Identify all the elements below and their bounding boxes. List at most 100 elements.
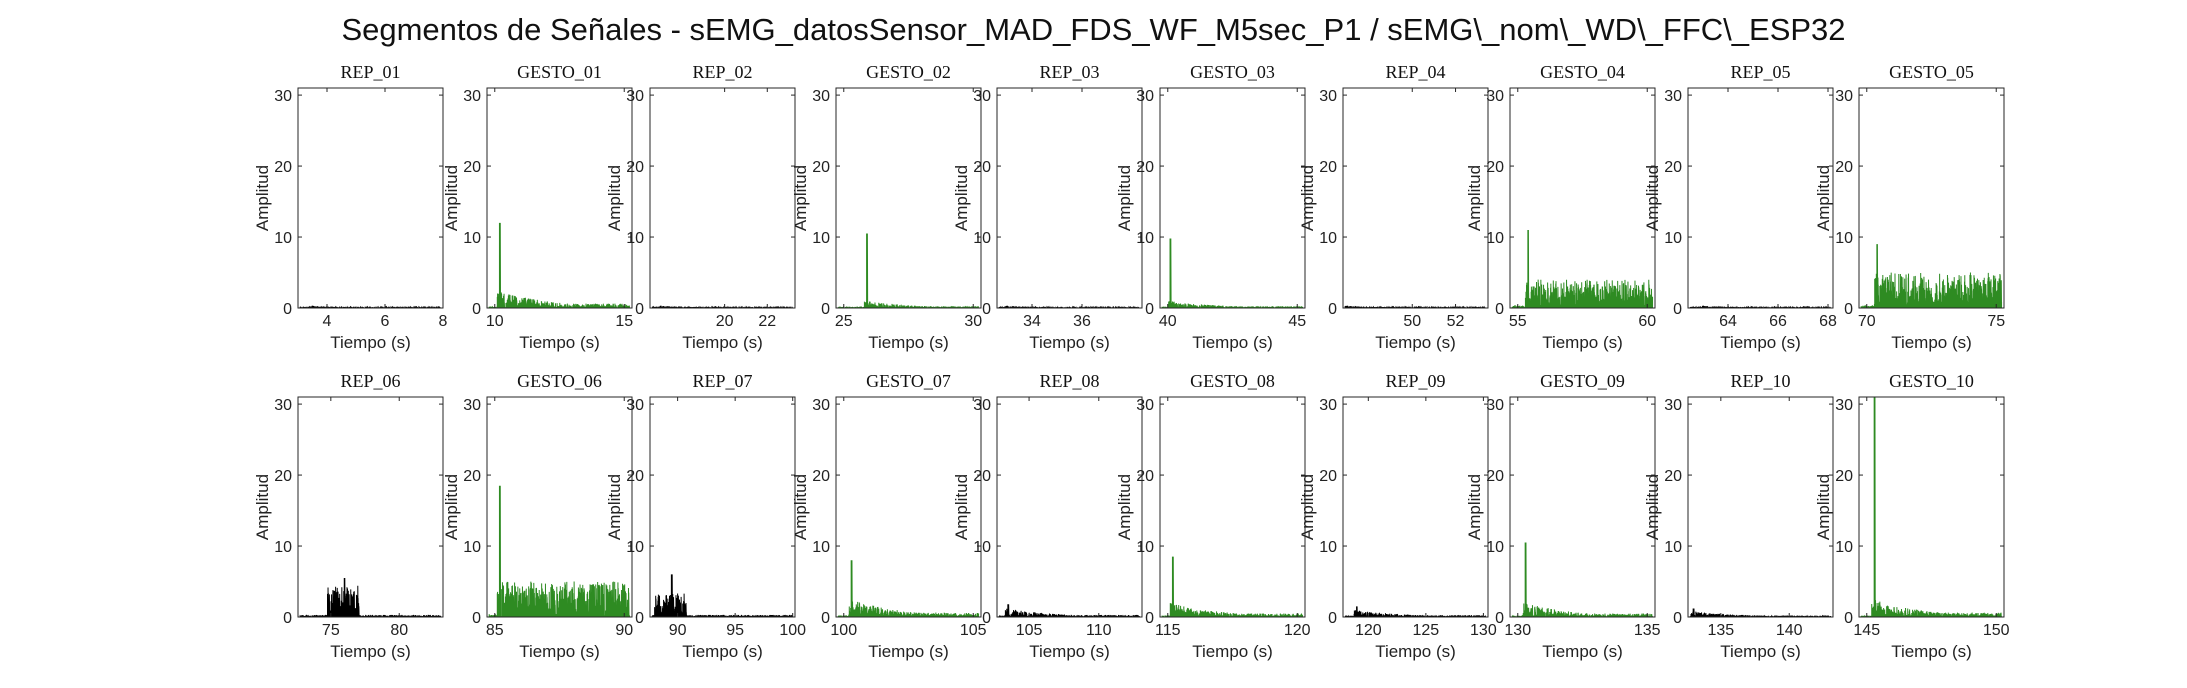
x-tick-label: 20 (716, 313, 734, 330)
y-tick-label: 30 (1136, 88, 1154, 105)
axes-box (649, 87, 796, 309)
subplot-title: GESTO_08 (1190, 371, 1275, 391)
axes-box (1509, 396, 1656, 618)
axes-box (1159, 87, 1306, 309)
y-tick-label: 20 (1319, 468, 1337, 485)
signal-trace (487, 222, 631, 308)
x-axis-label: Tiempo (s) (868, 642, 949, 661)
signal-trace (1510, 542, 1654, 617)
y-tick-label: 10 (1486, 539, 1504, 556)
axes-box (996, 87, 1143, 309)
subplot-title: REP_10 (1730, 371, 1790, 391)
x-axis-label: Tiempo (s) (1192, 333, 1273, 352)
y-axis-label: Amplitud (605, 474, 624, 540)
axes-box (297, 87, 444, 309)
y-tick-label: 10 (973, 539, 991, 556)
y-tick-label: 20 (274, 159, 292, 176)
x-axis-label: Tiempo (s) (1192, 642, 1273, 661)
y-tick-label: 10 (1664, 539, 1682, 556)
x-tick-label: 68 (1819, 313, 1837, 330)
x-tick-label: 95 (726, 622, 744, 639)
y-tick-label: 20 (1664, 468, 1682, 485)
y-tick-label: 30 (812, 88, 830, 105)
x-axis-label: Tiempo (s) (519, 333, 600, 352)
y-tick-label: 10 (1136, 230, 1154, 247)
x-tick-label: 80 (390, 622, 408, 639)
y-tick-label: 10 (1835, 230, 1853, 247)
x-tick-label: 150 (1983, 622, 2010, 639)
axes-box (1687, 396, 1834, 618)
x-tick-label: 4 (323, 313, 332, 330)
y-tick-label: 0 (1844, 301, 1853, 318)
y-tick-label: 20 (463, 468, 481, 485)
x-tick-label: 135 (1707, 622, 1734, 639)
y-tick-label: 10 (1664, 230, 1682, 247)
signal-trace (836, 233, 980, 308)
x-tick-label: 125 (1413, 622, 1440, 639)
y-tick-label: 20 (812, 468, 830, 485)
x-axis-label: Tiempo (s) (1375, 642, 1456, 661)
signal-trace (1510, 229, 1654, 308)
signal-trace (298, 577, 442, 617)
x-axis-label: Tiempo (s) (1375, 333, 1456, 352)
x-tick-label: 10 (486, 313, 504, 330)
axes-box (1342, 87, 1489, 309)
subplot-gesto-09: GESTO_09 0 10 20 30 130 135 Tiempo (s) Amplitud (1465, 371, 1661, 661)
axes-box (297, 396, 444, 618)
y-tick-label: 30 (463, 88, 481, 105)
y-tick-label: 0 (283, 610, 292, 627)
subplot-title: REP_02 (692, 62, 752, 82)
x-tick-label: 120 (1355, 622, 1382, 639)
y-axis-label: Amplitud (1814, 474, 1833, 540)
y-tick-label: 20 (1486, 159, 1504, 176)
axes-box (835, 87, 982, 309)
subplot-title: GESTO_05 (1889, 62, 1974, 82)
signal-trace (997, 604, 1141, 617)
y-tick-label: 10 (274, 539, 292, 556)
x-tick-label: 130 (1470, 622, 1497, 639)
y-tick-label: 0 (1673, 301, 1682, 318)
y-tick-label: 10 (1136, 539, 1154, 556)
y-tick-label: 10 (973, 230, 991, 247)
x-tick-label: 90 (615, 622, 633, 639)
y-tick-label: 0 (1328, 301, 1337, 318)
subplot-title: GESTO_02 (866, 62, 951, 82)
x-tick-label: 85 (486, 622, 504, 639)
x-tick-label: 75 (1987, 313, 2005, 330)
x-tick-label: 66 (1769, 313, 1787, 330)
axes-box (1858, 396, 2005, 618)
y-tick-label: 10 (626, 230, 644, 247)
subplot-title: REP_06 (340, 371, 400, 391)
subplot-title: GESTO_07 (866, 371, 951, 391)
x-tick-label: 25 (835, 313, 853, 330)
x-tick-label: 15 (615, 313, 633, 330)
axes-box (1509, 87, 1656, 309)
y-axis-label: Amplitud (1298, 165, 1317, 231)
y-tick-label: 0 (982, 610, 991, 627)
subplot-gesto-02: GESTO_02 0 10 20 30 25 30 Tiempo (s) Amplitud (791, 62, 982, 352)
axes-box (486, 396, 633, 618)
y-axis-label: Amplitud (1814, 165, 1833, 231)
y-tick-label: 30 (1319, 397, 1337, 414)
y-tick-label: 30 (1835, 397, 1853, 414)
y-tick-label: 30 (626, 397, 644, 414)
y-axis-label: Amplitud (952, 474, 971, 540)
x-tick-label: 50 (1403, 313, 1421, 330)
subplot-gesto-06: GESTO_06 0 10 20 30 85 90 Tiempo (s) Amplitud (442, 371, 633, 661)
x-axis-label: Tiempo (s) (1029, 642, 1110, 661)
y-tick-label: 0 (982, 301, 991, 318)
subplot-gesto-04: GESTO_04 0 10 20 30 55 60 Tiempo (s) Amplitud (1465, 62, 1656, 352)
y-tick-label: 20 (973, 468, 991, 485)
axes-box (1858, 87, 2005, 309)
x-tick-label: 110 (1086, 622, 1112, 639)
signal-trace (1859, 397, 2003, 617)
x-tick-label: 55 (1509, 313, 1527, 330)
y-tick-label: 0 (283, 301, 292, 318)
y-tick-label: 0 (635, 610, 644, 627)
y-tick-label: 10 (463, 539, 481, 556)
axes-box (486, 87, 633, 309)
axes-box (835, 396, 982, 618)
signal-trace (836, 560, 980, 617)
x-tick-label: 100 (779, 622, 806, 639)
